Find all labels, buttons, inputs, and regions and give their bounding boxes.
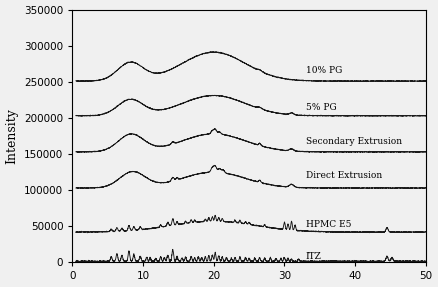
Text: 10% PG: 10% PG	[306, 67, 342, 75]
Text: 5% PG: 5% PG	[306, 102, 336, 112]
Y-axis label: Intensity: Intensity	[6, 108, 18, 164]
Text: Secondary Extrusion: Secondary Extrusion	[306, 137, 402, 146]
Text: HPMC E5: HPMC E5	[306, 220, 351, 229]
Text: ITZ: ITZ	[306, 252, 321, 261]
Text: Direct Extrusion: Direct Extrusion	[306, 171, 382, 180]
